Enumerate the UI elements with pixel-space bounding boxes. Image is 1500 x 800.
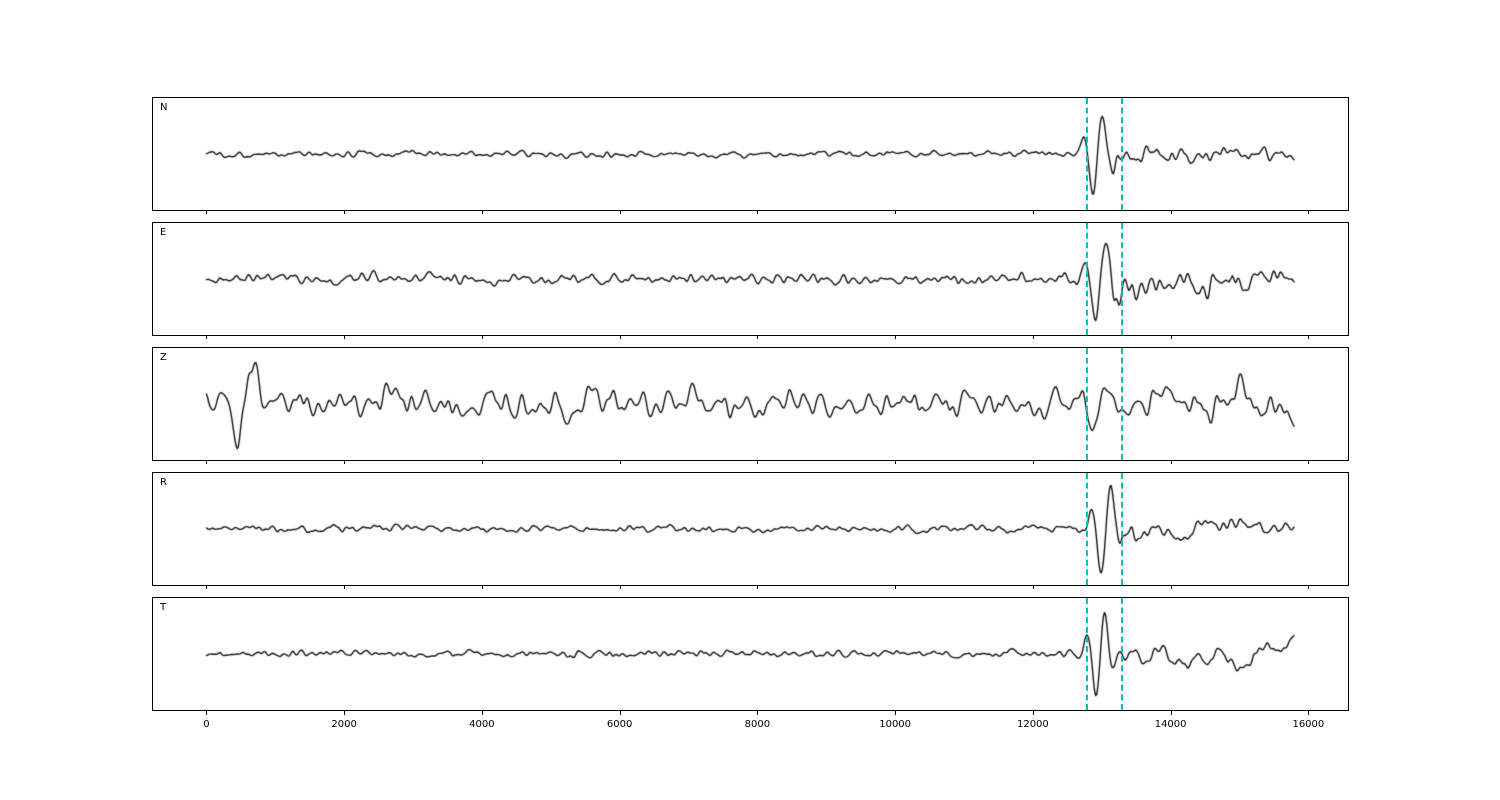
panel-tick bbox=[1032, 211, 1034, 214]
pick-line-1-Z bbox=[1086, 348, 1089, 460]
x-axis-tick-label: 2000 bbox=[331, 719, 357, 730]
panel-tick bbox=[619, 336, 621, 339]
trace-label-Z: Z bbox=[160, 352, 167, 363]
panel-tick bbox=[1170, 461, 1172, 464]
panel-tick bbox=[344, 211, 346, 214]
x-axis-tick-label: 10000 bbox=[879, 719, 912, 730]
waveform-N bbox=[153, 98, 1348, 210]
pick-line-1-N bbox=[1086, 98, 1089, 210]
panel-tick bbox=[1308, 336, 1310, 339]
panel-tick bbox=[481, 336, 483, 339]
panel-tick bbox=[481, 461, 483, 464]
panel-tick bbox=[481, 211, 483, 214]
panel-tick bbox=[1032, 586, 1034, 589]
panel-tick bbox=[344, 586, 346, 589]
panel-tick bbox=[1308, 461, 1310, 464]
panel-tick bbox=[1170, 336, 1172, 339]
x-axis-tick bbox=[206, 711, 208, 715]
trace-panel-T: T bbox=[152, 597, 1349, 711]
trace-panel-Z: Z bbox=[152, 347, 1349, 461]
panel-tick bbox=[757, 586, 759, 589]
panel-tick bbox=[206, 461, 208, 464]
x-axis-tick bbox=[1308, 711, 1310, 715]
trace-label-N: N bbox=[160, 102, 168, 113]
panel-tick bbox=[895, 461, 897, 464]
panel-tick bbox=[895, 336, 897, 339]
x-axis-tick-label: 14000 bbox=[1154, 719, 1187, 730]
panel-tick bbox=[619, 461, 621, 464]
panel-tick bbox=[757, 211, 759, 214]
x-axis-tick-label: 4000 bbox=[469, 719, 495, 730]
panel-tick bbox=[1308, 211, 1310, 214]
pick-line-2-R bbox=[1120, 473, 1123, 585]
panel-tick bbox=[619, 211, 621, 214]
trace-panel-R: R bbox=[152, 472, 1349, 586]
trace-panel-N: N bbox=[152, 97, 1349, 211]
trace-label-R: R bbox=[160, 477, 167, 488]
trace-label-T: T bbox=[160, 602, 167, 613]
panel-tick bbox=[344, 336, 346, 339]
panel-tick bbox=[1032, 461, 1034, 464]
x-axis-tick-label: 12000 bbox=[1016, 719, 1049, 730]
panel-tick bbox=[481, 586, 483, 589]
waveform-R bbox=[153, 473, 1348, 585]
x-axis-tick bbox=[481, 711, 483, 715]
pick-line-2-E bbox=[1120, 223, 1123, 335]
x-axis-tick-label: 16000 bbox=[1292, 719, 1325, 730]
panel-tick bbox=[344, 461, 346, 464]
panel-tick bbox=[1032, 336, 1034, 339]
pick-line-2-T bbox=[1120, 598, 1123, 710]
panel-tick bbox=[1170, 211, 1172, 214]
panel-tick bbox=[206, 586, 208, 589]
panel-tick bbox=[757, 461, 759, 464]
panel-tick bbox=[895, 211, 897, 214]
waveform-T bbox=[153, 598, 1348, 710]
x-axis-tick bbox=[1170, 711, 1172, 715]
pick-line-1-E bbox=[1086, 223, 1089, 335]
pick-line-2-N bbox=[1120, 98, 1123, 210]
x-axis-tick-label: 8000 bbox=[744, 719, 771, 730]
trace-label-E: E bbox=[160, 227, 167, 238]
panel-tick bbox=[757, 336, 759, 339]
x-axis-tick-label: 0 bbox=[203, 719, 210, 730]
x-axis-tick bbox=[619, 711, 621, 715]
pick-line-1-R bbox=[1086, 473, 1089, 585]
panel-tick bbox=[206, 336, 208, 339]
panel-tick bbox=[1308, 586, 1310, 589]
trace-panel-E: E bbox=[152, 222, 1349, 336]
panel-tick bbox=[206, 211, 208, 214]
panel-tick bbox=[895, 586, 897, 589]
x-axis-tick bbox=[344, 711, 346, 715]
x-axis-tick bbox=[757, 711, 759, 715]
waveform-E bbox=[153, 223, 1348, 335]
waveform-Z bbox=[153, 348, 1348, 460]
pick-line-1-T bbox=[1086, 598, 1089, 710]
panel-tick bbox=[619, 586, 621, 589]
x-axis-tick bbox=[895, 711, 897, 715]
x-axis-tick-label: 6000 bbox=[606, 719, 633, 730]
pick-line-2-Z bbox=[1120, 348, 1123, 460]
panel-tick bbox=[1170, 586, 1172, 589]
x-axis-tick bbox=[1032, 711, 1034, 715]
